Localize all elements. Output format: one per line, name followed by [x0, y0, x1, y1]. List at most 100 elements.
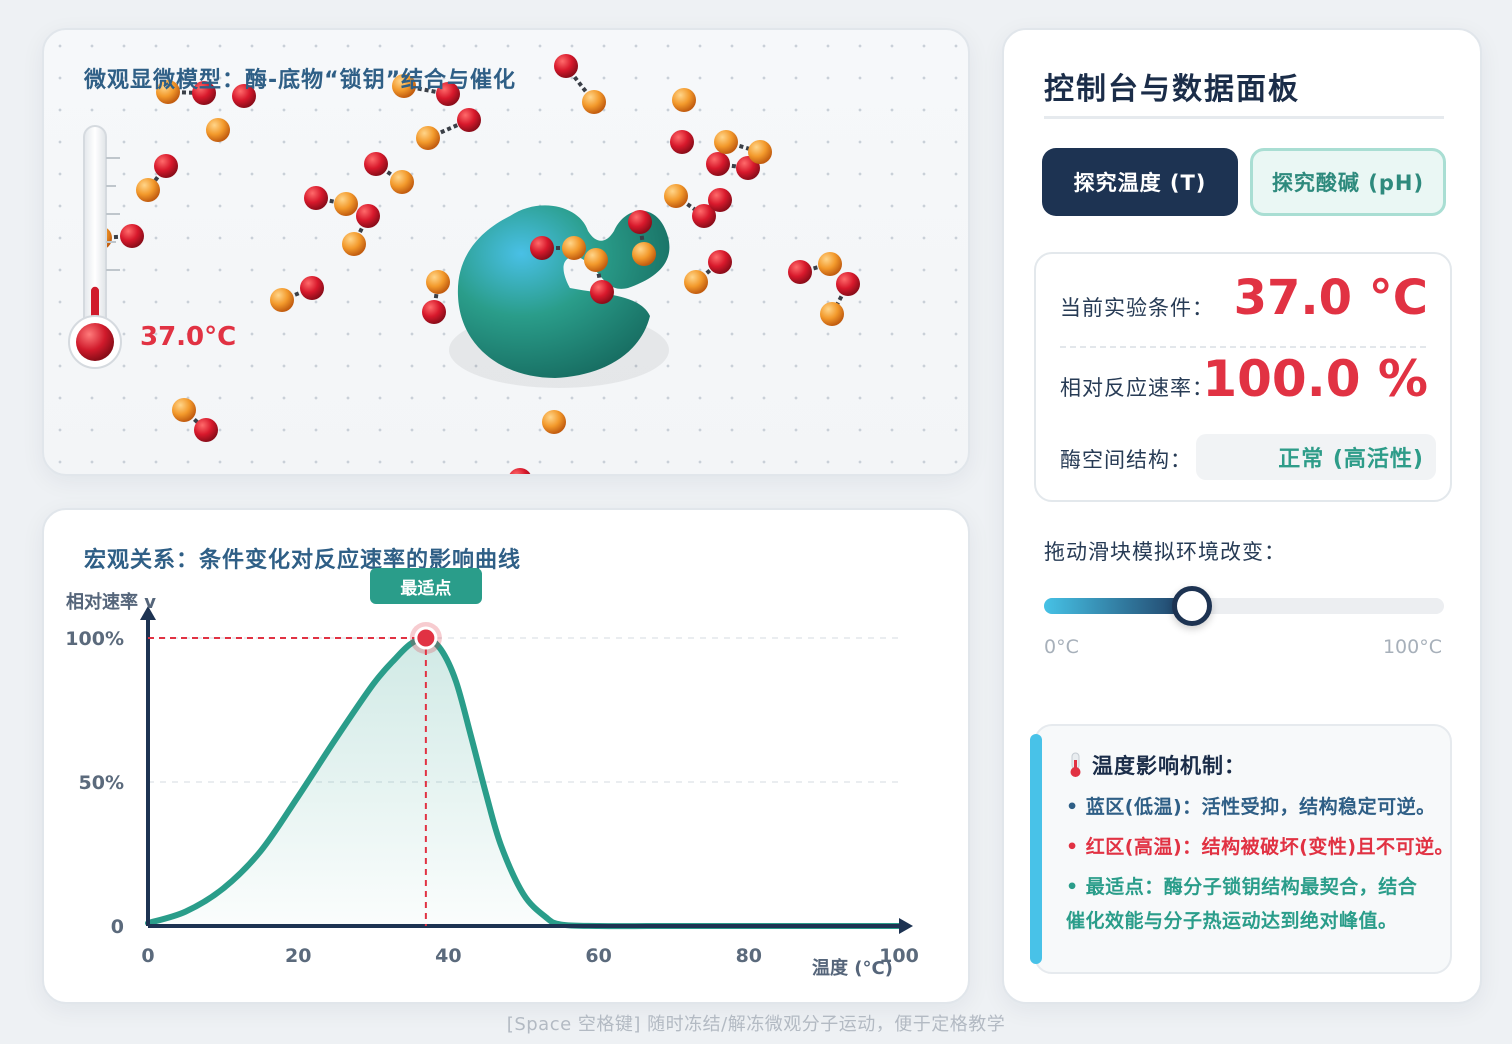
substrate-atom — [136, 178, 160, 202]
rate-value: 100.0 % — [1202, 350, 1428, 408]
substrate-atom — [172, 398, 196, 422]
substrate-atom — [788, 260, 812, 284]
tab-ph[interactable]: 探究酸碱 (pH) — [1250, 148, 1446, 216]
chart-grid — [148, 637, 899, 783]
x-tick-label: 60 — [585, 945, 611, 967]
condition-value: 37.0 °C — [1233, 270, 1428, 326]
divider — [1060, 346, 1426, 348]
substrate-atom — [192, 81, 216, 105]
x-axis-arrow — [899, 918, 913, 934]
substrate-atom — [632, 242, 656, 266]
x-axis-label: 温度 (°C) — [812, 958, 893, 979]
y-axis-arrow — [140, 606, 156, 620]
control-panel: 控制台与数据面板 探究温度 (T) 探究酸碱 (pH) 当前实验条件： 37.0… — [1002, 28, 1482, 1004]
condition-card: 当前实验条件： 37.0 °C 相对反应速率： 100.0 % 酶空间结构： 正… — [1034, 252, 1452, 502]
substrate-atom — [708, 188, 732, 212]
structure-status-badge: 正常 (高活性) — [1196, 434, 1436, 480]
substrate-atom — [270, 288, 294, 312]
substrate-atom — [672, 88, 696, 112]
optimum-tag: 最适点 — [369, 568, 482, 604]
thermometer-icon — [68, 125, 122, 369]
substrate-atom — [304, 186, 328, 210]
mechanism-item-high: • 红区(高温)：结构被破坏(变性)且不可逆。 — [1066, 836, 1455, 858]
rate-curve-chart: 0 20 40 60 80 100 0 50% 100% — [65, 606, 919, 967]
substrate-atom — [708, 250, 732, 274]
y-tick-label: 0 — [111, 916, 124, 938]
micro-scene — [68, 54, 860, 474]
substrate-atom — [232, 84, 256, 108]
substrate-atom — [342, 232, 366, 256]
mechanism-item-low: • 蓝区(低温)：活性受抑，结构稳定可逆。 — [1066, 796, 1436, 818]
keyboard-hint: [Space 空格键] 随时冻结/解冻微观分子运动，便于定格教学 — [506, 1014, 1006, 1035]
substrate-atom — [194, 418, 218, 442]
tab-temperature[interactable]: 探究温度 (T) — [1042, 148, 1238, 216]
substrate-atom — [156, 80, 180, 104]
substrate-atom — [542, 410, 566, 434]
curve-area — [148, 637, 899, 927]
chart-axes — [140, 606, 913, 934]
substrate-atom — [416, 126, 440, 150]
slider-max-label: 100°C — [1382, 636, 1442, 658]
optimum-point — [414, 626, 438, 650]
x-tick-label: 20 — [285, 945, 311, 967]
substrate-atom — [457, 108, 481, 132]
substrate-atom — [422, 300, 446, 324]
substrate-atom — [554, 54, 578, 78]
substrate-atom — [300, 276, 324, 300]
x-tick-label: 100 — [879, 945, 919, 967]
substrate-atom — [436, 82, 460, 106]
y-axis-label: 相对速率 v — [66, 592, 156, 613]
substrate-atom — [818, 252, 842, 276]
substrate-atom — [664, 184, 688, 208]
substrate-atom — [684, 270, 708, 294]
macro-chart-panel: 宏观关系：条件变化对反应速率的影响曲线 0 20 40 60 80 100 0 50% 100%… — [42, 508, 970, 1004]
substrate-molecules — [88, 54, 860, 474]
substrate-atom — [706, 152, 730, 176]
slider-label: 拖动滑块模拟环境改变： — [1044, 540, 1286, 564]
divider — [1044, 116, 1444, 119]
accent-bar — [1030, 734, 1042, 964]
substrate-atom — [590, 280, 614, 304]
thermometer-icon — [1070, 752, 1081, 777]
rate-label: 相对反应速率： — [1060, 376, 1214, 400]
temperature-slider[interactable] — [1044, 586, 1444, 626]
substrate-atom — [364, 152, 388, 176]
structure-label: 酶空间结构： — [1060, 448, 1192, 472]
substrate-atom — [154, 154, 178, 178]
mechanism-item-optimum-cont: 催化效能与分子热运动达到绝对峰值。 — [1066, 910, 1398, 932]
mechanism-item-optimum: • 最适点：酶分子锁钥结构最契合，结合 — [1066, 876, 1418, 898]
enzyme-molecule — [449, 205, 670, 388]
y-tick-label: 50% — [79, 772, 124, 794]
condition-label: 当前实验条件： — [1060, 296, 1214, 320]
substrate-atom — [392, 74, 416, 98]
substrate-atom — [390, 170, 414, 194]
substrate-atom — [748, 140, 772, 164]
x-tick-label: 0 — [141, 945, 154, 967]
slider-thumb[interactable] — [1172, 586, 1212, 626]
mechanism-card: 温度影响机制： • 蓝区(低温)：活性受抑，结构稳定可逆。 • 红区(高温)：结… — [1030, 724, 1455, 974]
thermometer-reading: 37.0°C — [140, 322, 237, 352]
x-tick-label: 80 — [736, 945, 762, 967]
substrate-atom — [820, 302, 844, 326]
mechanism-title: 温度影响机制： — [1092, 754, 1246, 778]
substrate-atom — [692, 204, 716, 228]
substrate-atom — [670, 130, 694, 154]
substrate-atom — [584, 248, 608, 272]
substrate-atom — [836, 272, 860, 296]
substrate-atom — [714, 130, 738, 154]
y-tick-label: 100% — [65, 628, 124, 650]
substrate-atom — [582, 90, 606, 114]
console-title: 控制台与数据面板 — [1044, 72, 1300, 107]
micro-title: 微观显微模型：酶-底物“锁钥”结合与催化 — [84, 68, 517, 93]
substrate-atom — [334, 192, 358, 216]
substrate-atom — [562, 236, 586, 260]
substrate-atom — [530, 236, 554, 260]
x-tick-label: 40 — [435, 945, 461, 967]
micro-model-panel: 微观显微模型：酶-底物“锁钥”结合与催化 37.0°C — [42, 28, 970, 476]
substrate-atom — [120, 224, 144, 248]
substrate-atom — [356, 204, 380, 228]
slider-min-label: 0°C — [1044, 636, 1079, 658]
substrate-atom — [426, 270, 450, 294]
substrate-atom — [628, 210, 652, 234]
substrate-atom — [509, 468, 531, 474]
